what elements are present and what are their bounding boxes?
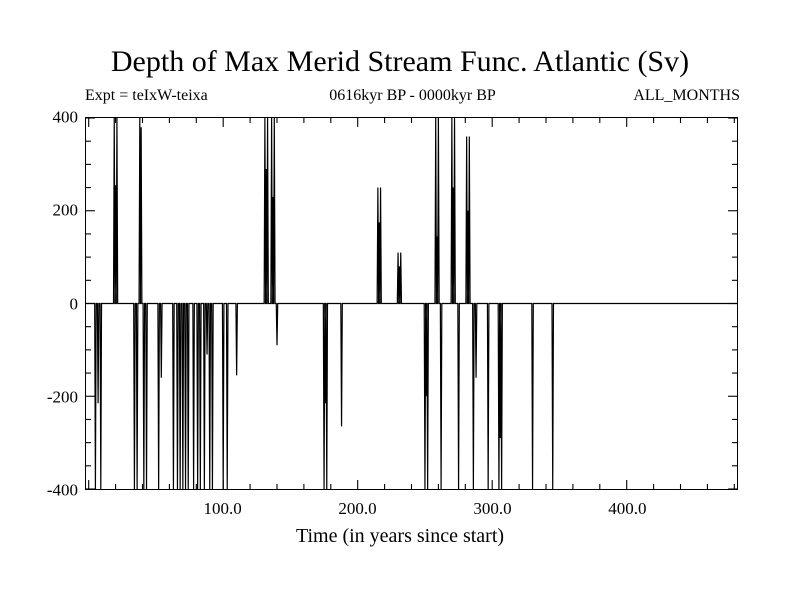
experiment-label: Expt = teIxW-teixa [85,87,208,104]
time-range-label: 0616kyr BP - 0000kyr BP [329,87,496,104]
chart-svg [86,118,737,489]
subtitle-row: Expt = teIxW-teixa 0616kyr BP - 0000kyr … [85,86,740,108]
x-axis-title: Time (in years since start) [295,525,505,547]
y-axis-tick-label: 0 [69,294,79,313]
page-title: Depth of Max Merid Stream Func. Atlantic… [110,45,690,78]
months-label: ALL_MONTHS [633,87,740,104]
y-axis-tick-label: -200 [46,387,78,407]
x-axis-tick-label: 400.0 [608,499,647,518]
x-axis-tick-label: 300.0 [473,499,512,518]
x-axis-tick-label: 200.0 [338,499,377,518]
y-axis-tick-label: -400 [46,480,78,500]
x-axis-tick-label: 100.0 [203,499,242,518]
y-axis-tick-label: 200 [52,200,79,220]
plot-area [85,117,738,490]
y-axis-tick-label: 400 [52,107,79,127]
